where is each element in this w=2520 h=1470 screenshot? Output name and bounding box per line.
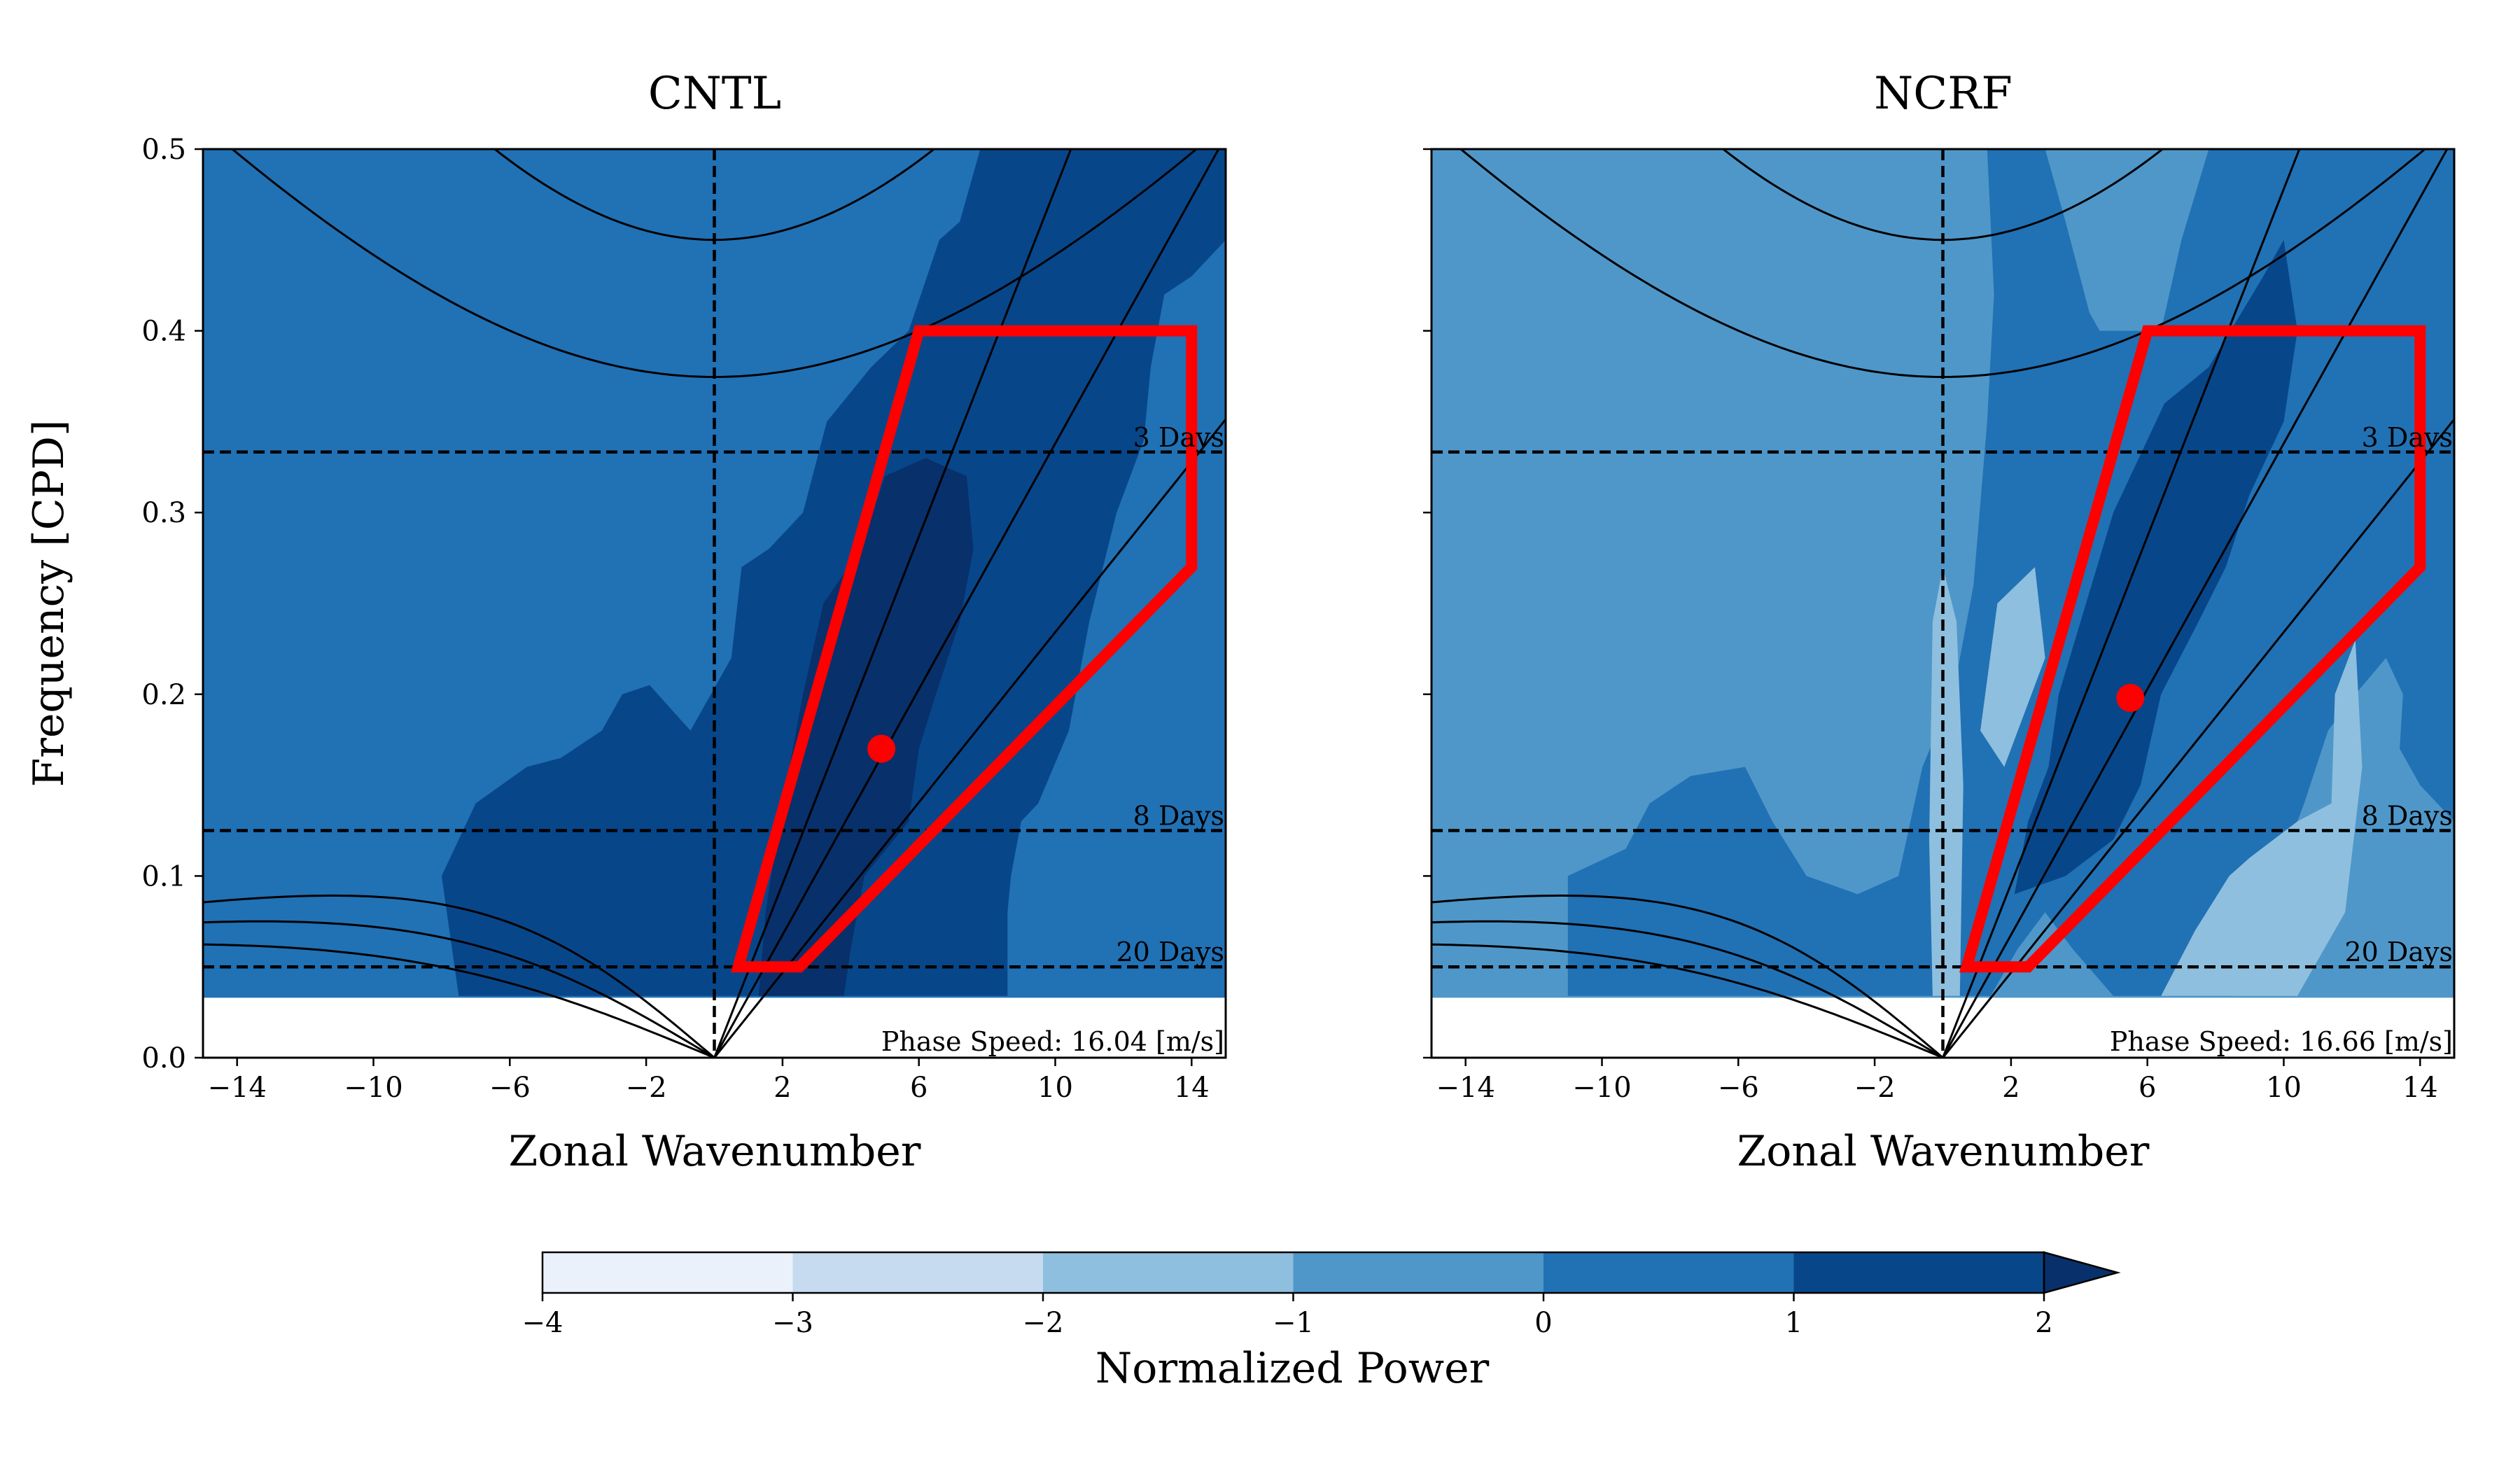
y-tick-label: 0.4 <box>141 316 186 348</box>
colorbar-cell <box>542 1252 793 1293</box>
panel-cntl: CNTL 3 Days 8 Days 20 Days Phase Speed: 16… <box>24 68 1227 1176</box>
x-tick-label: 10 <box>2266 1072 2302 1104</box>
x-axis-label: Zonal Wavenumber <box>1737 1127 2150 1176</box>
period-label: 8 Days <box>1133 801 1224 832</box>
colorbar-cell <box>1043 1252 1294 1293</box>
x-tick-label: −10 <box>344 1072 402 1104</box>
power-contours <box>441 149 1226 996</box>
contour-region-4 <box>2161 639 2362 996</box>
period-label: 3 Days <box>2362 422 2453 453</box>
y-tick-label: 0.5 <box>141 134 186 166</box>
colorbar-ticks: −4 −3 −2 −1 0 1 2 <box>522 1293 2053 1339</box>
kelvin-curve-h50 <box>1942 149 2301 1058</box>
contour-region-2 <box>1929 567 1963 996</box>
y-axis-ticks <box>1423 148 1432 1059</box>
period-labels: 3 Days 8 Days 20 Days <box>2344 422 2453 967</box>
contour-region-0 <box>441 149 1226 996</box>
colorbar-tick-label: −1 <box>1273 1307 1314 1339</box>
y-tick-label: 0.2 <box>141 679 186 711</box>
y-tick-label: 0.3 <box>141 497 186 529</box>
x-tick-label: 10 <box>1037 1072 1073 1104</box>
y-axis-ticks: 0.0 0.1 0.2 0.3 0.4 0.5 <box>141 134 203 1074</box>
kelvin-wave-box <box>731 325 1198 973</box>
panel-ncrf: NCRF 3 Days 8 Days 20 Days Phase Speed: 16… <box>1423 68 2456 1176</box>
colorbar: −4 −3 −2 −1 0 1 2 Normalized Power <box>522 1251 2121 1393</box>
panel-title: NCRF <box>1874 68 2012 120</box>
period-label: 20 Days <box>2344 937 2453 967</box>
kelvin-curve-h12 <box>1942 419 2454 1058</box>
x-tick-label: 6 <box>910 1072 927 1104</box>
x-axis-ticks: −14 −10 −6 −2 2 6 10 14 <box>207 1058 1210 1104</box>
colorbar-cell <box>1293 1252 1544 1293</box>
x-tick-label: −6 <box>1718 1072 1759 1104</box>
x-tick-label: −14 <box>207 1072 266 1104</box>
rossby-curve-h12 <box>203 943 715 1058</box>
power-contours <box>1567 149 2454 996</box>
kelvin-wave-box <box>1959 325 2426 973</box>
x-tick-label: −2 <box>1854 1072 1896 1104</box>
colorbar-tick-label: −3 <box>772 1307 813 1339</box>
colorbar-tick-label: −2 <box>1023 1307 1064 1339</box>
colorbar-tick-label: −4 <box>522 1307 564 1339</box>
y-tick-label: 0.1 <box>141 860 186 892</box>
colorbar-cell <box>1544 1252 1794 1293</box>
rossby-curve-h50 <box>1432 894 1944 1058</box>
contour-region-3 <box>1980 567 2045 767</box>
x-tick-label: −10 <box>1572 1072 1631 1104</box>
x-tick-label: 6 <box>2138 1072 2156 1104</box>
colorbar-tick-label: 0 <box>1534 1307 1552 1339</box>
y-tick-label: 0.0 <box>141 1042 186 1074</box>
kelvin-curve-h25 <box>1942 149 2449 1058</box>
plot-frame <box>202 148 1227 1059</box>
contour-region-1 <box>2014 239 2297 895</box>
rossby-curve-h25 <box>203 920 715 1058</box>
period-labels: 3 Days 8 Days 20 Days <box>1116 422 1224 967</box>
colorbar-label: Normalized Power <box>1096 1344 1490 1393</box>
x-tick-label: 14 <box>1174 1072 1210 1104</box>
x-tick-label: 2 <box>774 1072 791 1104</box>
colorbar-tick-label: 2 <box>2035 1307 2052 1339</box>
x-tick-label: −2 <box>626 1072 667 1104</box>
x-tick-label: 14 <box>2402 1072 2438 1104</box>
phase-speed-annotation: Phase Speed: 16.66 [m/s] <box>2110 1026 2453 1057</box>
contour-region-1 <box>758 458 974 996</box>
colorbar-cells <box>542 1252 2045 1293</box>
colorbar-cell <box>792 1252 1044 1293</box>
colorbar-cell <box>1793 1252 2045 1293</box>
peak-point <box>2116 683 2145 712</box>
x-tick-label: −14 <box>1436 1072 1494 1104</box>
panel-title: CNTL <box>648 68 781 120</box>
rossby-curve-h25 <box>1432 920 1944 1058</box>
colorbar-tick-label: 1 <box>1785 1307 1802 1339</box>
period-label: 20 Days <box>1116 937 1224 967</box>
phase-speed-annotation: Phase Speed: 16.04 [m/s] <box>881 1026 1224 1057</box>
kelvin-curve-h25 <box>713 149 1220 1058</box>
kelvin-curve-h50 <box>713 149 1072 1058</box>
peak-point <box>867 734 896 763</box>
x-tick-label: −6 <box>489 1072 531 1104</box>
x-axis-label: Zonal Wavenumber <box>509 1127 921 1176</box>
y-axis-label: Frequency [CPD] <box>24 420 74 788</box>
colorbar-extend-arrow <box>2043 1251 2121 1294</box>
rossby-curve-h50 <box>203 894 715 1058</box>
rossby-curve-h12 <box>1432 943 1944 1058</box>
period-label: 3 Days <box>1133 422 1224 453</box>
x-tick-label: 2 <box>2002 1072 2019 1104</box>
plot-frame <box>1430 148 2456 1059</box>
kelvin-curve-h12 <box>713 419 1226 1058</box>
x-axis-ticks: −14 −10 −6 −2 2 6 10 14 <box>1436 1058 2438 1104</box>
period-label: 8 Days <box>2362 801 2453 832</box>
